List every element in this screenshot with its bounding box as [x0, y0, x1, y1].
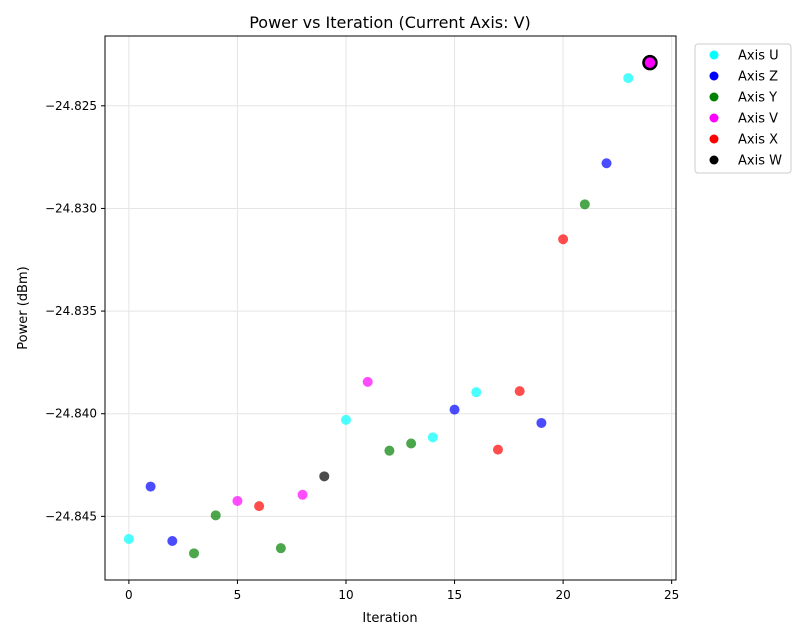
y-tick-label: −24.825 [45, 99, 97, 113]
x-tick-label: 25 [664, 588, 679, 602]
data-point-axis-y [579, 199, 590, 210]
data-point-axis-y [384, 445, 395, 456]
legend-label-axis-w: Axis W [738, 154, 782, 169]
plot-frame [104, 35, 677, 581]
legend-marker-axis-z [709, 71, 719, 81]
data-point-axis-x [492, 444, 503, 455]
y-axis-label: Power (dBm) [16, 266, 31, 349]
x-tick-label: 15 [447, 588, 462, 602]
current-point-marker [642, 54, 658, 71]
legend-marker-axis-y [709, 92, 719, 102]
legend-marker-axis-w [709, 155, 719, 165]
data-point-axis-z [167, 535, 178, 546]
x-axis-label: Iteration [362, 611, 417, 626]
y-axis: −24.845 −24.840 −24.835 −24.830 −24.825 [45, 99, 105, 523]
data-point-axis-v [232, 495, 243, 506]
data-point-axis-u [123, 533, 134, 544]
data-point-axis-z [601, 158, 612, 169]
data-point-axis-v [297, 489, 308, 500]
data-point-axis-u [471, 387, 482, 398]
data-point-axis-v [362, 376, 373, 387]
legend-marker-axis-x [709, 134, 719, 144]
y-tick-label: −24.835 [45, 304, 97, 318]
data-point-axis-y [189, 548, 200, 559]
data-point-axis-x [254, 501, 265, 512]
x-axis: 0 5 10 15 20 25 [125, 580, 679, 602]
data-point-axis-y [210, 510, 221, 521]
legend-marker-axis-u [709, 50, 719, 60]
data-point-axis-y [406, 438, 417, 449]
chart-title: Power vs Iteration (Current Axis: V) [249, 13, 531, 32]
data-point-axis-x [558, 234, 569, 245]
data-point-axis-u [340, 414, 351, 425]
data-point-axis-w [319, 471, 330, 482]
x-tick-label: 5 [234, 588, 242, 602]
data-point-axis-x [514, 386, 525, 397]
data-point-axis-y [275, 543, 286, 554]
y-tick-label: −24.830 [45, 201, 97, 215]
data-point-axis-z [449, 404, 460, 415]
grid-lines [105, 36, 676, 580]
y-tick-label: −24.840 [45, 407, 97, 421]
legend-label-axis-v: Axis V [738, 112, 778, 127]
legend-box [694, 43, 792, 174]
data-points [123, 54, 658, 559]
x-tick-label: 20 [555, 588, 570, 602]
data-point-axis-z [145, 481, 156, 492]
data-point-axis-u [427, 432, 438, 443]
legend-label-axis-u: Axis U [738, 49, 779, 64]
x-tick-label: 10 [338, 588, 353, 602]
y-tick-label: −24.845 [45, 509, 97, 523]
data-point-axis-z [536, 417, 547, 428]
legend-label-axis-x: Axis X [738, 133, 778, 148]
legend: Axis U Axis Z Axis Y Axis V Axis X Axis W [694, 43, 792, 174]
legend-label-axis-z: Axis Z [738, 70, 778, 85]
legend-marker-axis-v [709, 113, 719, 123]
legend-label-axis-y: Axis Y [738, 91, 777, 106]
x-tick-label: 0 [125, 588, 133, 602]
data-point-axis-u [623, 73, 634, 84]
